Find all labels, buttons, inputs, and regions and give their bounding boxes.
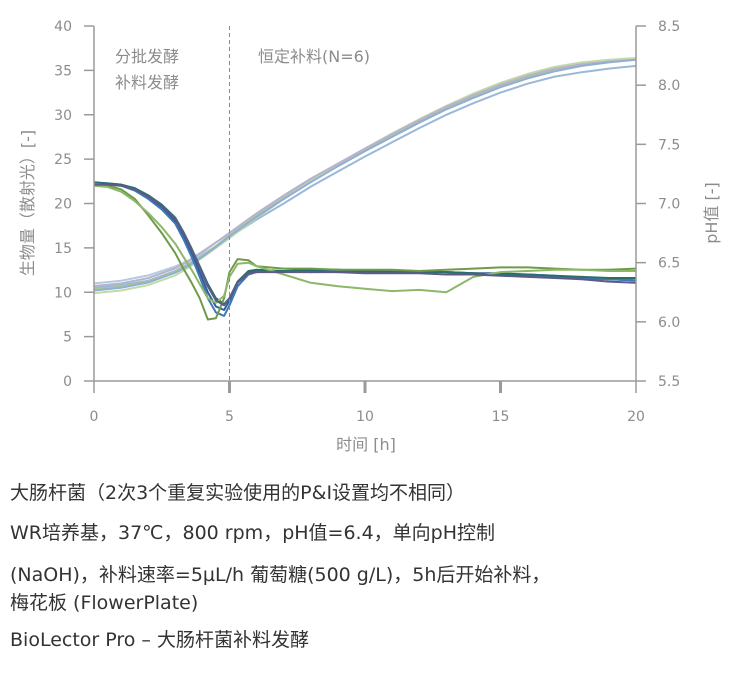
ph-series-line-6: [94, 183, 637, 307]
x-tick-label: 0: [90, 409, 99, 425]
y-tick-label: 20: [54, 197, 72, 213]
x-tick-label: 15: [492, 409, 510, 425]
y-tick-label: 30: [54, 108, 72, 124]
y-tick-label: 25: [54, 152, 72, 168]
y2-tick-label: 6.5: [658, 256, 680, 272]
annotation-fed: 恒定补料(N=6): [258, 47, 370, 66]
y2-tick-label: 8.0: [658, 78, 680, 94]
annotation-batch-2: 补料发酵: [115, 73, 179, 92]
y2-tick-label: 5.5: [658, 374, 680, 390]
biomass-series-line-6: [93, 58, 637, 292]
series-layer: [93, 57, 637, 321]
axes-layer: 0 5 10 15 20 25 30 35 40 5.5 6.0 6.5 7.0 7.5 8.0 8.5 0 5 1…: [54, 19, 680, 425]
y-tick-label: 40: [54, 19, 72, 35]
ph-series-line-5: [93, 184, 636, 304]
ph-series-line-1: [93, 181, 637, 311]
caption-line-1: 大肠杆菌（2次3个重复实验使用的P&I设置均不相同）: [10, 482, 466, 504]
biomass-series-line-2: [93, 58, 637, 285]
y-tick-label: 5: [63, 330, 72, 346]
y-axis-title: 生物量（散射光）[-]: [18, 130, 37, 276]
y2-tick-label: 6.0: [658, 315, 680, 331]
y-tick-label: 0: [63, 374, 72, 390]
biomass-series-line-5: [93, 58, 637, 287]
ph-series-line-2: [94, 183, 637, 317]
x-tick-label: 20: [627, 409, 645, 425]
biomass-series-line-4: [93, 57, 637, 295]
y2-axis-title: pH值 [-]: [702, 182, 721, 244]
caption-line-2: WR培养基，37℃，800 rpm，pH值=6.4，单向pH控制: [10, 522, 496, 544]
y-tick-label: 35: [54, 63, 72, 79]
annotation-batch-1: 分批发酵: [115, 47, 179, 66]
y2-tick-label: 8.5: [658, 19, 680, 35]
y2-tick-label: 7.0: [658, 197, 680, 213]
caption-line-5: BioLector Pro – 大肠杆菌补料发酵: [10, 629, 309, 651]
caption-line-4: 梅花板 (FlowerPlate): [10, 592, 199, 614]
x-tick-label: 5: [225, 409, 234, 425]
x-tick-label: 10: [356, 409, 374, 425]
y2-tick-label: 7.5: [658, 137, 680, 153]
y-tick-label: 10: [54, 285, 72, 301]
ph-series-line-4: [93, 182, 637, 321]
y-tick-label: 15: [54, 241, 72, 257]
x-axis-title: 时间 [h]: [336, 435, 396, 454]
biomass-ph-chart: 0 5 10 15 20 25 30 35 40 5.5 6.0 6.5 7.0 7.5 8.0 8.5 0 5 1…: [18, 19, 721, 454]
caption-line-3: (NaOH)，补料速率=5µL/h 葡萄糖(500 g/L)，5h后开始补料，: [10, 564, 551, 586]
